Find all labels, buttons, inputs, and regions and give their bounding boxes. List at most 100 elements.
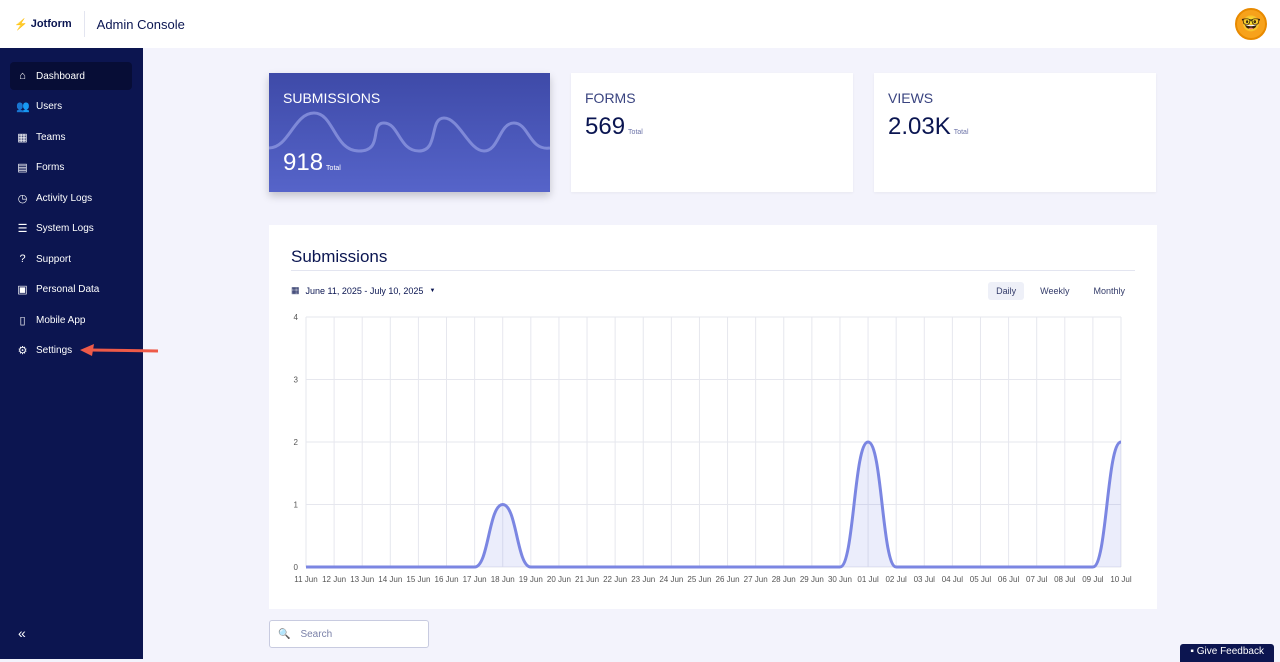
sidebar-item-dashboard[interactable]: ⌂ Dashboard (10, 62, 132, 90)
sidebar-item-label: Support (36, 253, 72, 265)
database-icon: ☰ (17, 223, 28, 235)
tab-daily[interactable]: Daily (988, 282, 1025, 300)
x-tick-label: 27 Jun (744, 575, 768, 584)
sidebar-item-forms[interactable]: ▤ Forms (10, 154, 132, 182)
sidebar-item-label: Activity Logs (36, 192, 93, 204)
sidebar-item-settings[interactable]: ⚙ Settings (10, 337, 132, 365)
x-tick-label: 18 Jun (491, 575, 515, 584)
sidebar-item-label: Mobile App (36, 314, 86, 326)
card-total-label: Total (326, 165, 341, 172)
feedback-icon: ▪ (1190, 646, 1197, 657)
sidebar-item-label: Users (36, 101, 63, 112)
x-tick-label: 09 Jul (1082, 575, 1104, 584)
sidebar-item-label: Settings (36, 345, 73, 356)
sidebar-item-support[interactable]: ? Support (10, 245, 132, 273)
x-tick-label: 29 Jun (800, 575, 824, 584)
date-range-picker[interactable]: ▦ June 11, 2025 - July 10, 2025 ▼ (291, 285, 435, 296)
annotation-arrow (80, 344, 159, 356)
tab-monthly[interactable]: Monthly (1093, 286, 1125, 296)
gear-icon: ⚙ (17, 345, 28, 357)
y-tick-label: 4 (294, 313, 299, 322)
x-tick-label: 21 Jun (575, 575, 599, 584)
sidebar-item-label: Dashboard (36, 70, 85, 82)
y-tick-label: 3 (294, 376, 299, 385)
divider (83, 11, 85, 37)
sidebar-item-mobile-app[interactable]: ▯ Mobile App (10, 306, 132, 334)
search-icon: 🔍 (278, 628, 291, 640)
top-bar: ⚡ Jotform Admin Console 🤓 (0, 0, 1280, 48)
views-card[interactable]: VIEWS 2.03K Total (874, 73, 1156, 192)
x-tick-label: 04 Jul (942, 575, 964, 584)
folder-icon: ▣ (17, 284, 28, 296)
mobile-icon: ▯ (19, 314, 26, 327)
x-tick-label: 02 Jul (885, 575, 907, 584)
sidebar-item-teams[interactable]: ▦ Teams (10, 123, 132, 151)
search-input[interactable]: 🔍 Search (269, 620, 429, 648)
x-tick-label: 01 Jul (857, 575, 879, 584)
sidebar: « ⌂ Dashboard 👥 Users ▦ Teams ▤ Forms ◷ Activity … (0, 48, 143, 659)
date-range-text: June 11, 2025 - July 10, 2025 (305, 285, 424, 296)
x-tick-label: 03 Jul (914, 575, 936, 584)
sidebar-item-activity-logs[interactable]: ◷ Activity Logs (10, 184, 132, 212)
series-line (305, 440, 1122, 569)
sidebar-item-users[interactable]: 👥 Users (10, 93, 132, 121)
caret-down-icon: ▼ (429, 287, 436, 294)
forms-card[interactable]: FORMS 569 Total (571, 73, 853, 192)
submissions-card[interactable]: SUBMISSIONS 918 Total (269, 73, 550, 192)
card-label: VIEWS (888, 90, 934, 106)
x-tick-label: 13 Jun (350, 575, 374, 584)
sidebar-item-personal-data[interactable]: ▣ Personal Data (10, 276, 132, 304)
card-value: 569 (585, 113, 626, 140)
card-value: 2.03K (888, 113, 951, 140)
x-tick-label: 25 Jun (687, 575, 711, 584)
x-tick-label: 12 Jun (322, 575, 346, 584)
x-tick-label: 22 Jun (603, 575, 627, 584)
page-title: Admin Console (96, 16, 185, 32)
x-tick-label: 19 Jun (519, 575, 543, 584)
tab-weekly[interactable]: Weekly (1040, 286, 1070, 296)
wave-decoration (269, 111, 550, 153)
home-icon: ⌂ (19, 70, 26, 82)
x-tick-label: 16 Jun (435, 575, 459, 584)
x-tick-label: 06 Jul (998, 575, 1020, 584)
series-area (306, 442, 1121, 567)
jotform-logo[interactable]: ⚡ Jotform (14, 18, 72, 31)
x-tick-label: 05 Jul (970, 575, 992, 584)
panel-title: Submissions (291, 247, 388, 266)
x-tick-label: 28 Jun (772, 575, 796, 584)
card-value: 918 (283, 149, 324, 176)
divider (291, 270, 1135, 271)
sidebar-item-label: Teams (36, 131, 66, 143)
sidebar-item-label: System Logs (36, 223, 94, 234)
card-total-label: Total (953, 129, 969, 136)
users-icon: 👥 (16, 101, 30, 113)
submissions-panel: Submissions ▦ June 11, 2025 - July 10, 20… (269, 225, 1157, 609)
x-tick-label: 10 Jul (1110, 575, 1132, 584)
sidebar-item-system-logs[interactable]: ☰ System Logs (10, 215, 132, 243)
forms-icon: ▤ (17, 162, 28, 174)
x-tick-label: 11 Jun (294, 575, 317, 584)
feedback-label: Give Feedback (1196, 646, 1264, 657)
card-label: SUBMISSIONS (283, 90, 381, 106)
give-feedback-button[interactable]: ▪ Give Feedback (1180, 644, 1274, 662)
y-tick-label: 1 (294, 501, 299, 510)
card-total-label: Total (628, 129, 643, 136)
search-placeholder: Search (300, 628, 333, 640)
teams-icon: ▦ (17, 131, 28, 144)
clock-icon: ◷ (17, 192, 28, 205)
x-tick-label: 24 Jun (659, 575, 683, 584)
sidebar-item-label: Forms (36, 162, 65, 173)
sidebar-item-label: Personal Data (36, 284, 100, 295)
card-label: FORMS (585, 90, 636, 106)
x-tick-label: 17 Jun (463, 575, 487, 584)
brand-name: Jotform (30, 18, 72, 30)
x-tick-label: 07 Jul (1026, 575, 1048, 584)
x-tick-label: 23 Jun (631, 575, 655, 584)
x-tick-label: 14 Jun (378, 575, 402, 584)
x-tick-label: 08 Jul (1054, 575, 1076, 584)
avatar[interactable]: 🤓 (1235, 8, 1267, 40)
x-tick-label: 20 Jun (547, 575, 571, 584)
logo-icon: ⚡ (14, 18, 28, 31)
y-tick-label: 2 (294, 438, 299, 447)
collapse-sidebar-button[interactable]: « (18, 625, 26, 641)
